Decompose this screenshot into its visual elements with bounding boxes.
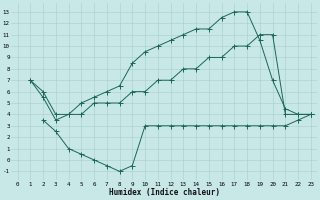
X-axis label: Humidex (Indice chaleur): Humidex (Indice chaleur) — [109, 188, 220, 197]
